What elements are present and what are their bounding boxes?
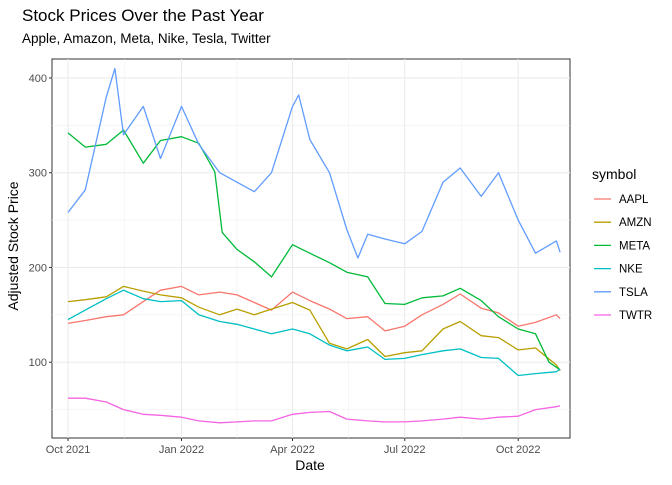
x-axis-ticks: Oct 2021 Jan 2022 Apr 2022 Jul 2022 Oct 2022 [46, 438, 541, 456]
y-tick-label: 200 [29, 262, 47, 274]
x-tick-label: Oct 2022 [496, 444, 541, 456]
series-line-tsla [67, 67, 561, 259]
gridlines [52, 59, 570, 438]
legend: AAPL AMZN META NKE TSLA TWTR [594, 194, 652, 322]
chart-subtitle: Apple, Amazon, Meta, Nike, Tesla, Twitte… [22, 31, 271, 46]
series-line-nke [67, 289, 561, 377]
y-axis-ticks: 100 200 300 400 [29, 73, 52, 369]
series-line-aapl [67, 285, 561, 332]
legend-title: symbol [592, 166, 636, 182]
x-tick-label: Jan 2022 [159, 444, 204, 456]
y-tick-label: 400 [29, 73, 47, 85]
legend-label-nke: NKE [619, 264, 643, 276]
legend-label-twtr: TWTR [619, 310, 652, 322]
y-tick-label: 300 [29, 168, 47, 180]
x-tick-label: Apr 2022 [270, 444, 315, 456]
legend-label-aapl: AAPL [619, 194, 649, 206]
y-axis-title: Adjusted Stock Price [5, 181, 21, 310]
legend-label-meta: META [619, 240, 650, 252]
legend-label-amzn: AMZN [619, 217, 652, 229]
x-tick-label: Jul 2022 [384, 444, 426, 456]
y-tick-label: 100 [29, 357, 47, 369]
series-lines [67, 67, 561, 424]
x-tick-label: Oct 2021 [46, 444, 91, 456]
legend-label-tsla: TSLA [619, 287, 648, 299]
plot-panel [51, 58, 571, 439]
series-line-meta [67, 129, 561, 371]
series-line-twtr [68, 397, 561, 424]
series-line-amzn [67, 285, 561, 372]
chart-title: Stock Prices Over the Past Year [22, 6, 264, 25]
x-axis-title: Date [295, 457, 325, 473]
